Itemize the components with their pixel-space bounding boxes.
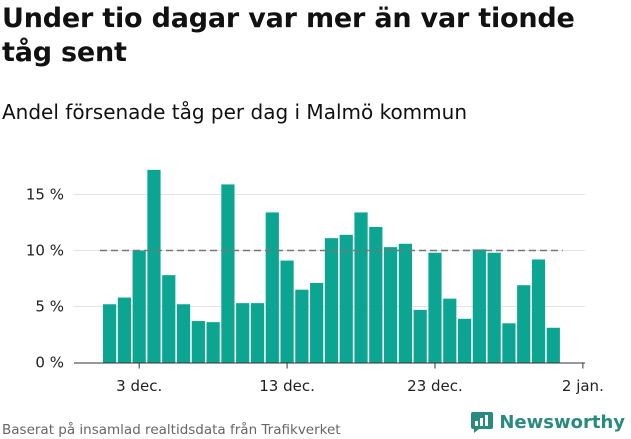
x-tick-label-2: 23 dec. bbox=[407, 377, 463, 395]
x-tick-label-3: 2 jan. bbox=[562, 377, 604, 395]
bar-20 bbox=[384, 247, 398, 363]
bar-9 bbox=[221, 184, 235, 363]
bar-15 bbox=[310, 282, 324, 363]
chart-title: Under tio dagar var mer än var tionde tå… bbox=[2, 3, 575, 68]
bar-16 bbox=[324, 238, 339, 363]
newsworthy-logo-icon bbox=[471, 412, 494, 433]
bar-24 bbox=[443, 298, 457, 363]
bar-8 bbox=[206, 322, 220, 363]
bar-11 bbox=[250, 303, 265, 363]
bar-12 bbox=[265, 212, 279, 363]
bar-6 bbox=[176, 304, 191, 363]
bar-22 bbox=[413, 309, 427, 363]
bars bbox=[103, 169, 560, 363]
bar-5 bbox=[162, 275, 176, 363]
y-tick-label-5: 5 % bbox=[35, 298, 64, 316]
bar-3 bbox=[132, 250, 146, 363]
bar-26 bbox=[472, 249, 486, 363]
x-tick-label-0: 3 dec. bbox=[116, 377, 162, 395]
bar-28 bbox=[502, 323, 516, 363]
bar-31 bbox=[546, 327, 560, 363]
bar-23 bbox=[428, 252, 442, 363]
source-note: Baserat på insamlad realtidsdata från Tr… bbox=[2, 422, 341, 438]
y-tick-label-15: 15 % bbox=[26, 186, 64, 204]
bar-10 bbox=[236, 303, 250, 363]
bar-1 bbox=[103, 304, 117, 363]
x-tick-label-1: 13 dec. bbox=[259, 377, 315, 395]
bar-21 bbox=[398, 243, 412, 363]
bar-30 bbox=[531, 259, 546, 363]
bar-17 bbox=[339, 234, 353, 363]
bar-19 bbox=[369, 226, 383, 363]
bar-29 bbox=[517, 285, 531, 363]
x-axis bbox=[74, 362, 585, 369]
x-tick-labels: 3 dec. 13 dec. 23 dec. 2 jan. bbox=[116, 377, 604, 395]
y-tick-label-0: 0 % bbox=[35, 354, 64, 372]
y-tick-labels: 0 % 5 % 10 % 15 % bbox=[26, 186, 64, 372]
bar-13 bbox=[280, 260, 294, 363]
bar-7 bbox=[191, 321, 205, 363]
bar-2 bbox=[117, 297, 131, 363]
bar-4 bbox=[147, 169, 161, 363]
y-tick-label-10: 10 % bbox=[26, 242, 64, 260]
bar-14 bbox=[295, 289, 309, 363]
bar-chart: 0 % 5 % 10 % 15 % 3 dec. 13 dec. 23 dec. 2 jan… bbox=[26, 169, 604, 395]
brand-name: Newsworthy bbox=[499, 411, 625, 433]
chart-subtitle: Andel försenade tåg per dag i Malmö komm… bbox=[2, 100, 467, 124]
brand-logo[interactable]: Newsworthy bbox=[470, 408, 625, 436]
bar-27 bbox=[487, 252, 501, 363]
bar-18 bbox=[354, 212, 368, 363]
bar-25 bbox=[457, 318, 472, 363]
